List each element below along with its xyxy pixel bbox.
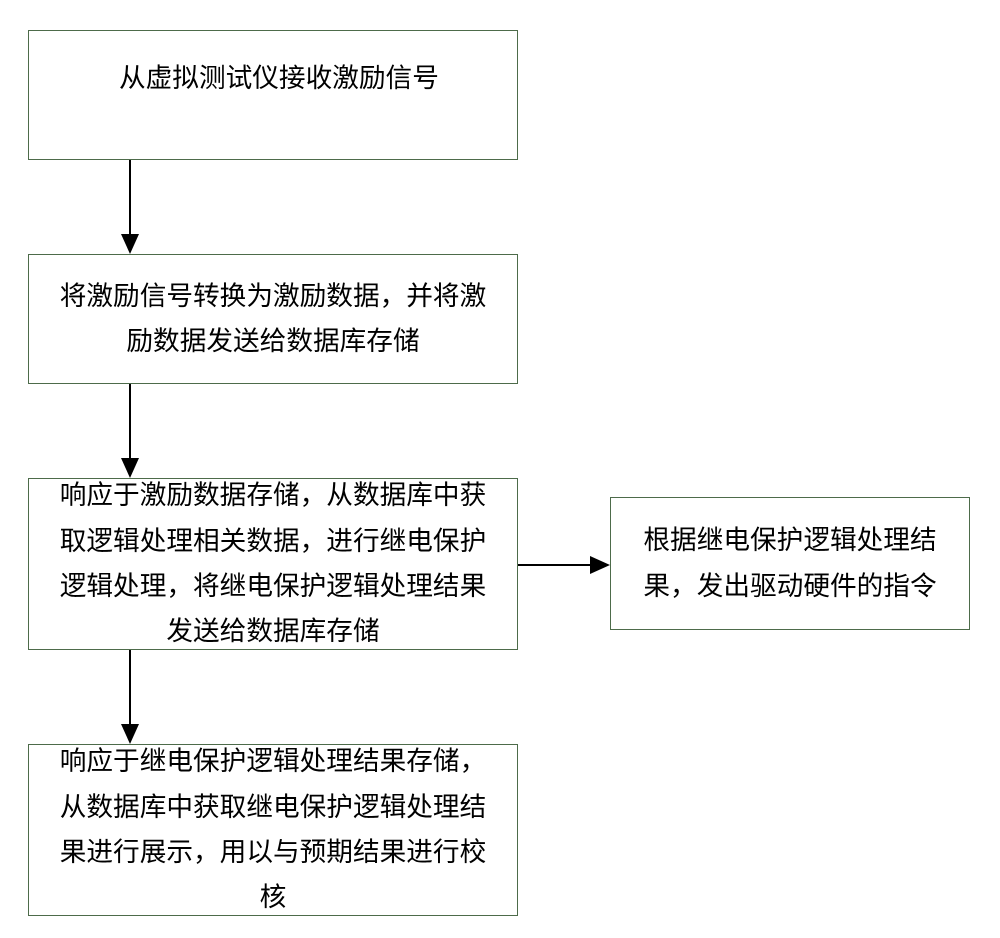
flow-arrows bbox=[0, 0, 1000, 938]
